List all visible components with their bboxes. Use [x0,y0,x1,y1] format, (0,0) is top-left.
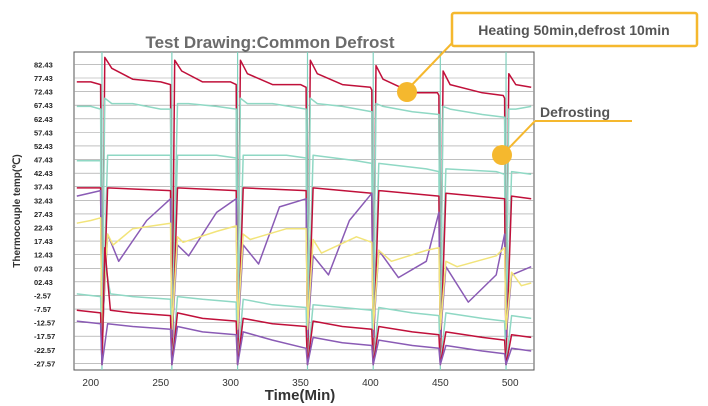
chart-title: Test Drawing:Common Defrost [145,33,394,52]
y-tick-label: 52.43 [34,142,53,151]
series-line [76,217,532,330]
y-tick-label: 02.43 [34,278,53,287]
y-tick-label: 67.43 [34,101,53,110]
y-tick-label: -17.57 [34,332,55,341]
callout-heating-text: Heating 50min,defrost 10min [478,22,669,38]
y-tick-label: 12.43 [34,251,53,260]
y-tick-label: -22.57 [34,346,55,355]
y-tick-label: -7.57 [34,305,51,314]
series-line [76,320,532,366]
x-tick-label: 350 [292,378,309,389]
y-tick-label: -2.57 [34,291,51,300]
series-line [76,246,532,366]
y-tick-label: -27.57 [34,359,55,368]
x-axis-label: Time(Min) [265,387,336,404]
y-tick-label: 57.43 [34,128,53,137]
y-tick-label: 07.43 [34,264,53,273]
y-tick-label: 82.43 [34,60,53,69]
y-tick-label: 37.43 [34,183,53,192]
callout-defrost-marker [492,145,512,165]
y-axis-ticks: 82.43 77.43 72.43 67.43 62.43 57.43 52.43 47.43… [34,60,55,368]
y-axis-label: Thermocouple temp(℃) [12,154,23,267]
y-tick-label: 77.43 [34,74,53,83]
callout-defrost-leader [504,120,536,153]
y-tick-label: 72.43 [34,88,53,97]
callout-heating-leader [406,39,456,91]
y-tick-label: 17.43 [34,237,53,246]
y-tick-label: 42.43 [34,169,53,178]
x-tick-label: 400 [362,378,379,389]
series-group [76,56,532,366]
x-tick-label: 200 [82,378,99,389]
x-tick-label: 250 [152,378,169,389]
x-axis-ticks: 200 250 300 350 400 450 500 [82,378,519,389]
y-tick-label: 62.43 [34,115,53,124]
y-tick-label: -12.57 [34,319,55,328]
y-tick-label: 27.43 [34,210,53,219]
callout-heating-box [450,11,699,48]
y-tick-label: 32.43 [34,196,53,205]
x-tick-label: 450 [432,378,449,389]
callout-heating-marker [397,82,417,102]
callout-defrost-text: Defrosting [540,104,610,120]
y-tick-label: 47.43 [34,156,53,165]
x-tick-label: 500 [502,378,519,389]
plot-background [73,51,535,371]
y-tick-label: 22.43 [34,223,53,232]
x-tick-label: 300 [222,378,239,389]
